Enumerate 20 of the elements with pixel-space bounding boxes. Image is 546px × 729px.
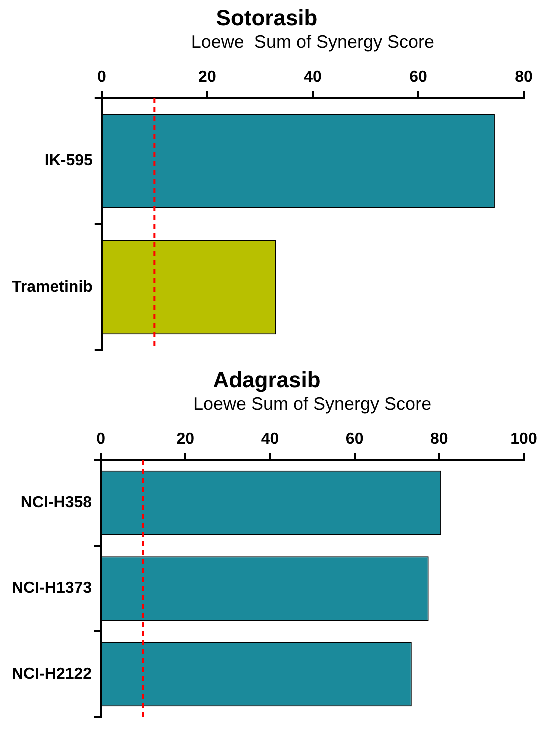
x-tick-label: 0 [96, 431, 106, 448]
y-tick-label: NCI-H2122 [12, 666, 92, 683]
x-axis-title: Loewe Sum of Synergy Score [193, 394, 432, 414]
x-tick-label: 40 [261, 431, 280, 448]
y-tick-label: NCI-H358 [20, 494, 92, 512]
x-axis-title: Loewe Sum of Synergy Score [191, 32, 435, 52]
x-tick-label: 40 [304, 69, 322, 86]
chart-title: Adagrasib [213, 367, 321, 392]
x-tick-label: 60 [410, 69, 428, 86]
y-tick-label: Trametinib [12, 278, 94, 296]
chart-title: Sotorasib [216, 5, 318, 30]
x-tick-label: 60 [346, 431, 364, 448]
x-tick-label: 0 [97, 69, 106, 86]
x-tick-label: 80 [515, 69, 533, 86]
x-tick-label: 20 [198, 69, 216, 86]
y-tick-label: NCI-H1373 [12, 580, 92, 598]
x-tick-label: 80 [430, 431, 448, 448]
y-tick-label: IK-595 [44, 152, 93, 170]
x-tick-label: 100 [510, 431, 538, 448]
x-tick-label: 20 [176, 431, 195, 448]
